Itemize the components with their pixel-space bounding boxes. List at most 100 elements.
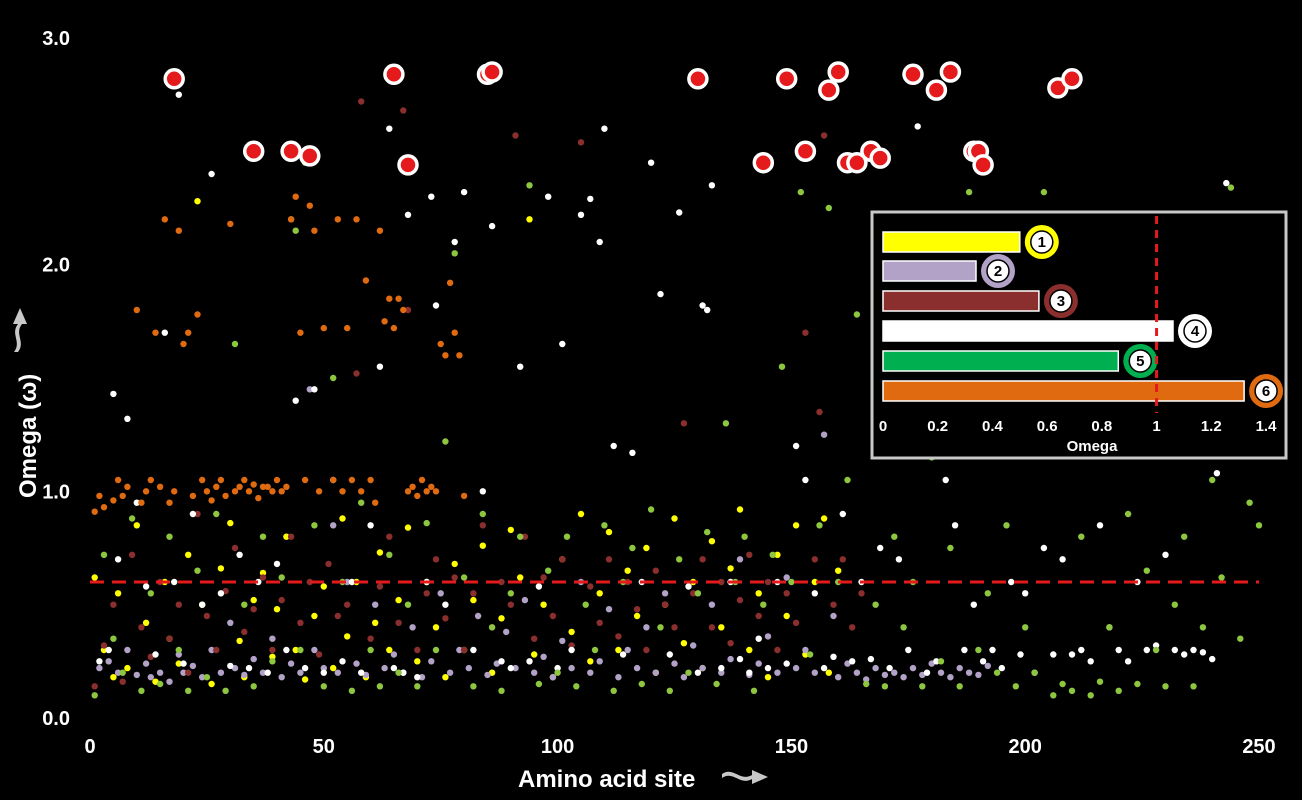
- scatter-point: [222, 492, 229, 500]
- scatter-point: [708, 601, 716, 608]
- inset-badge: [986, 259, 1010, 283]
- scatter-point: [1227, 184, 1235, 191]
- scatter-point: [376, 583, 384, 590]
- scatter-point: [437, 590, 444, 597]
- scatter-point: [965, 669, 973, 676]
- scatter-point: [1124, 510, 1132, 518]
- scatter-point: [802, 651, 809, 658]
- scatter-point: [306, 202, 313, 209]
- scatter-point: [811, 556, 818, 563]
- scatter-point: [1152, 646, 1160, 654]
- scatter-point: [446, 669, 454, 676]
- scatter-point: [133, 306, 140, 314]
- scatter-point: [1124, 658, 1132, 665]
- scatter-point: [718, 664, 725, 672]
- highlighted-point: [687, 68, 709, 90]
- scatter-point: [619, 651, 627, 658]
- scatter-point: [91, 683, 98, 690]
- scatter-point: [460, 188, 468, 196]
- x-tick-label: 150: [775, 736, 808, 758]
- scatter-point: [554, 669, 561, 676]
- scatter-point: [213, 483, 220, 490]
- inset-bar: [882, 350, 1120, 372]
- scatter-point: [330, 522, 337, 529]
- scatter-point: [680, 640, 688, 647]
- scatter-point: [507, 664, 514, 672]
- scatter-point: [1078, 646, 1085, 654]
- inset-x-tick-label: 0.8: [1091, 418, 1112, 435]
- scatter-point: [428, 193, 435, 200]
- y-tick-label: 2.0: [42, 255, 70, 277]
- scatter-point: [956, 683, 963, 690]
- scatter-point: [531, 669, 538, 676]
- scatter-point: [488, 624, 496, 631]
- scatter-point: [545, 567, 552, 574]
- scatter-point: [133, 671, 140, 679]
- scatter-point: [727, 565, 734, 572]
- scatter-point: [610, 442, 617, 450]
- scatter-point: [521, 533, 529, 540]
- scatter-point: [414, 646, 421, 654]
- scatter-point: [339, 488, 346, 495]
- scatter-point: [156, 669, 164, 676]
- scatter-point: [993, 669, 1001, 676]
- scatter-point: [250, 596, 257, 604]
- scatter-point: [344, 633, 351, 640]
- scatter-point: [1050, 651, 1057, 658]
- scatter-point: [287, 533, 295, 540]
- scatter-point: [657, 290, 664, 298]
- scatter-point: [344, 601, 351, 608]
- scatter-point: [718, 624, 725, 631]
- scatter-point: [114, 590, 122, 597]
- scatter-point: [381, 664, 388, 672]
- scatter-point: [236, 637, 243, 645]
- scatter-point: [699, 302, 706, 309]
- x-tick-label: 200: [1009, 736, 1042, 758]
- scatter-point: [278, 596, 285, 604]
- scatter-point: [414, 658, 421, 665]
- scatter-point: [676, 556, 683, 563]
- scatter-point: [133, 522, 140, 529]
- scatter-point: [568, 664, 575, 672]
- scatter-point: [451, 329, 458, 336]
- scatter-point: [601, 125, 608, 132]
- scatter-point: [460, 492, 468, 500]
- scatter-point: [517, 574, 524, 581]
- scatter-point: [451, 574, 458, 581]
- scatter-point: [194, 198, 201, 205]
- scatter-point: [694, 590, 702, 597]
- scatter-point: [503, 628, 510, 636]
- scatter-point: [124, 664, 131, 672]
- scatter-point: [166, 678, 173, 685]
- scatter-point: [498, 615, 505, 622]
- scatter-point: [358, 98, 365, 105]
- scatter-point: [292, 397, 299, 404]
- scatter-point: [395, 295, 402, 302]
- scatter-point: [418, 674, 426, 681]
- scatter-point: [437, 340, 444, 348]
- scatter-point: [1115, 646, 1122, 654]
- scatter-point: [278, 574, 285, 581]
- scatter-point: [839, 510, 846, 518]
- scatter-point: [217, 590, 225, 597]
- scatter-point: [250, 481, 257, 488]
- scatter-point: [386, 125, 393, 132]
- scatter-point: [914, 123, 921, 130]
- scatter-point: [124, 483, 131, 490]
- x-tick-label: 50: [313, 736, 335, 758]
- scatter-point: [442, 352, 449, 359]
- inset-badge: [1030, 230, 1054, 254]
- scatter-point: [647, 506, 655, 513]
- y-axis-ticks: 0.0 1.0 2.0 3.0: [42, 28, 70, 730]
- scatter-point: [568, 628, 575, 636]
- x-tick-label: 250: [1242, 736, 1275, 758]
- scatter-point: [320, 683, 327, 690]
- scatter-point: [404, 211, 412, 218]
- scatter-point: [255, 578, 262, 586]
- scatter-point: [783, 612, 790, 620]
- scatter-point: [147, 476, 154, 484]
- scatter-point: [923, 669, 931, 676]
- scatter-point: [755, 590, 762, 597]
- scatter-point: [839, 556, 846, 563]
- scatter-point: [540, 601, 547, 608]
